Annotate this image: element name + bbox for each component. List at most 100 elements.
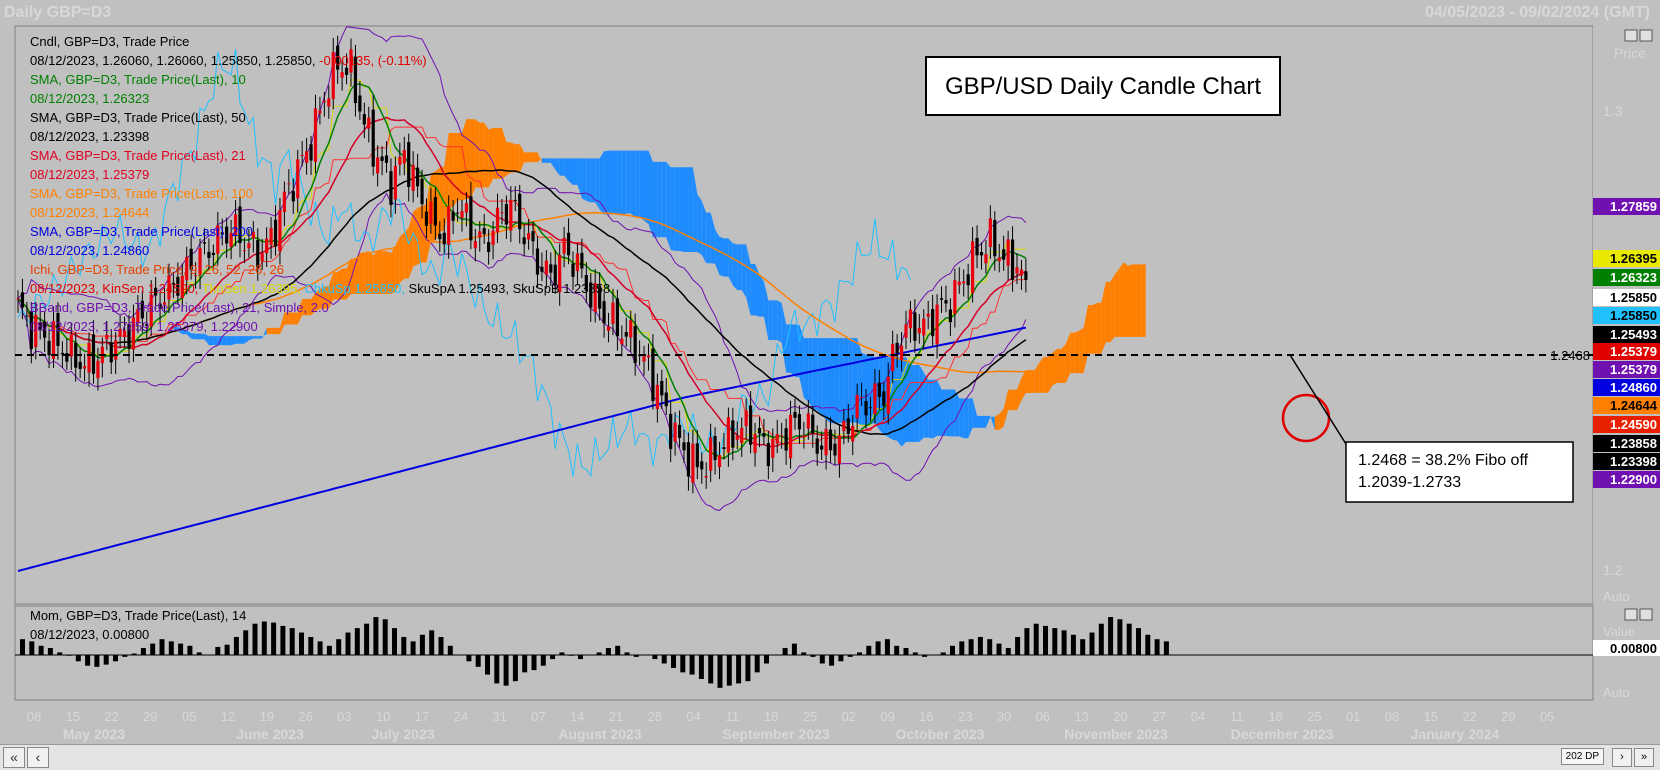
legend-item: Cndl, GBP=D3, Trade Price [30,34,189,49]
scroll-bar[interactable]: « ‹ 202 DP › » [0,744,1660,770]
momentum-bar [243,630,248,655]
candle-body [900,346,903,360]
candle-body [931,309,934,336]
candle-body [736,436,739,440]
day-tick: 05 [182,709,196,724]
cloud-segment [271,328,275,334]
fibo-note-line2: 1.2039-1.2733 [1358,474,1461,491]
legend-text: SMA, GBP=D3, Trade Price(Last), 21 [30,148,246,163]
candle-body [656,385,659,409]
cloud-segment [1124,262,1128,337]
momentum-bar [690,655,695,675]
scroll-start-button[interactable]: « [3,747,25,768]
day-tick: 08 [1385,709,1399,724]
price-tag-text: 1.26395 [1610,251,1657,266]
candle-body [16,298,19,299]
candle-body [838,435,841,463]
mom-close-button[interactable] [1640,609,1652,620]
candle-body [753,434,756,453]
cloud-segment [453,133,457,207]
candle-body [909,310,912,329]
legend-extra: TknSen 1.26395, [198,281,300,296]
candle-body [958,282,961,285]
candle-body [269,228,272,245]
momentum-bar [755,655,760,672]
momentum-bar [1006,648,1011,655]
candle-body [25,316,28,317]
cloud-segment [653,162,657,237]
candle-body [394,166,397,200]
scroll-end-button[interactable]: » [1634,748,1654,767]
scroll-right-button[interactable]: › [1612,748,1632,767]
cloud-segment [644,151,648,224]
momentum-value-tag-text: 0.00800 [1610,641,1657,656]
candle-body [776,434,779,443]
legend-text: 08/12/2023, KinSen 1.24590, [30,281,198,296]
candle-body [802,435,805,437]
candle-body [647,355,650,357]
cloud-segment [466,119,470,199]
candle-body [731,420,734,447]
cloud-segment [1106,282,1110,342]
candle-body [278,210,281,251]
cloud-segment [1132,264,1136,337]
momentum-bar [969,639,974,655]
candle-body [842,421,845,431]
momentum-bar [736,655,741,683]
cloud-segment [560,158,564,175]
mom-restore-button[interactable] [1625,609,1637,620]
candle-body [922,319,925,336]
candle-body [887,377,890,414]
momentum-bar [1108,617,1113,655]
pane-close-button[interactable] [1640,30,1652,41]
month-label: October 2023 [896,726,985,742]
price-tag-text: 1.25850 [1610,290,1657,305]
cloud-segment [733,243,737,290]
candle-body [975,238,978,255]
momentum-axis-auto[interactable]: Auto [1603,685,1630,700]
cloud-segment [276,328,280,334]
momentum-bar [885,639,890,655]
momentum-bar [1043,626,1048,655]
candle-body [665,393,668,407]
day-tick: 20 [1113,709,1127,724]
candle-body [1002,249,1005,259]
candle-body [531,231,534,241]
scroll-left-button[interactable]: ‹ [27,747,49,768]
candle-body [771,439,774,458]
momentum-bar [1071,635,1076,655]
candle-body [536,249,539,275]
momentum-bar [894,646,899,655]
candle-body [749,405,752,444]
fibo-note-box [1346,442,1573,502]
price-tag-text: 1.25379 [1610,344,1657,359]
cloud-segment [267,328,271,334]
momentum-bar [615,646,620,655]
candle-body [549,264,552,272]
candle-body [807,413,810,428]
momentum-bar [85,655,90,666]
candle-body [851,426,854,441]
candle-body [829,430,832,451]
candle-body [718,455,721,467]
candle-body [811,415,814,434]
momentum-bar [1090,633,1095,655]
pane-restore-button[interactable] [1625,30,1637,41]
zoom-indicator[interactable]: 202 DP [1561,748,1604,765]
day-tick: 25 [1307,709,1321,724]
momentum-bar [104,655,109,665]
cloud-segment [546,158,550,162]
candle-body [620,339,623,345]
momentum-bar [1062,630,1067,655]
cloud-segment [595,158,599,209]
day-tick: 08 [27,709,41,724]
price-pane[interactable] [15,26,1593,604]
candle-body [389,171,392,205]
momentum-bar [1024,628,1029,655]
price-axis-auto[interactable]: Auto [1603,589,1630,604]
cloud-segment [786,324,790,372]
cloud-segment [1044,357,1048,393]
day-tick: 07 [531,709,545,724]
cloud-segment [1030,370,1034,393]
candle-body [527,233,530,239]
